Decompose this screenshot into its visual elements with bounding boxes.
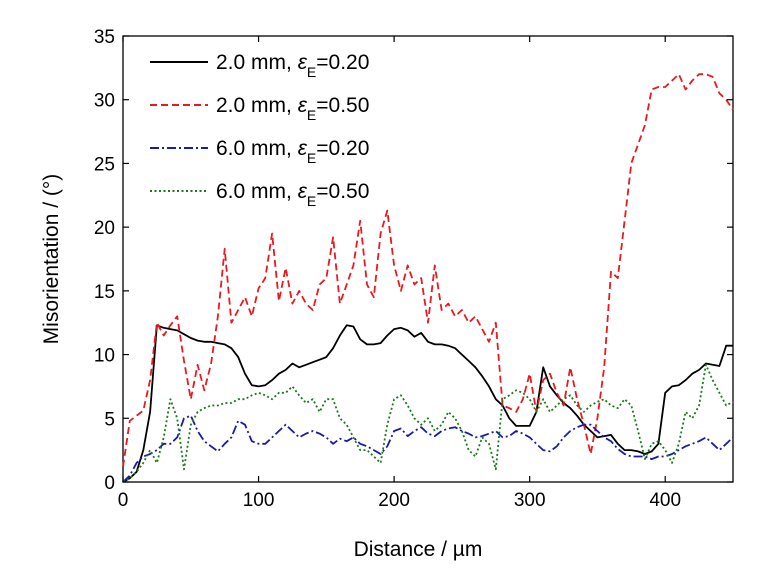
y-tick-label-4: 20 [94, 218, 115, 239]
legend-text-prefix: 2.0 mm, [216, 94, 298, 117]
legend-label-4: 6.0 mm, εE=0.50 [216, 180, 369, 209]
legend-text-var: ε [298, 94, 308, 117]
axes-layer: 0 100 200 300 400 0 5 10 15 20 25 30 35 [94, 27, 733, 511]
legend-text-var: ε [298, 180, 308, 203]
legend: 2.0 mm, εE=0.202.0 mm, εE=0.506.0 mm, εE… [150, 51, 369, 209]
legend-text-var: ε [298, 137, 308, 160]
series-line-1 [122, 324, 733, 483]
legend-text-prefix: 6.0 mm, [216, 180, 298, 203]
series-layer [122, 73, 734, 483]
legend-text-prefix: 6.0 mm, [216, 137, 298, 160]
legend-label-1: 2.0 mm, εE=0.20 [216, 51, 369, 80]
plot-area [122, 35, 734, 483]
y-axis-label: Misorientation / (°) [40, 174, 63, 345]
legend-text-suffix: =0.50 [316, 94, 369, 117]
y-tick-label-0: 0 [104, 473, 115, 494]
y-tick-label-2: 10 [94, 346, 115, 367]
x-tick-label-3: 300 [514, 490, 546, 511]
y-tick-label-6: 30 [94, 91, 115, 112]
legend-text-suffix: =0.20 [316, 51, 369, 74]
y-tick-label-5: 25 [94, 154, 115, 175]
y-tick-label-3: 15 [94, 282, 115, 303]
legend-label-3: 6.0 mm, εE=0.20 [216, 137, 369, 166]
y-tick-label-7: 35 [94, 27, 115, 48]
legend-text-sub: E [307, 150, 316, 166]
x-axis-label: Distance / µm [354, 538, 483, 561]
legend-label-2: 2.0 mm, εE=0.50 [216, 94, 369, 123]
series-line-3 [122, 414, 734, 483]
x-tick-label-0: 0 [118, 490, 129, 511]
legend-text-sub: E [307, 64, 316, 80]
legend-text-suffix: =0.50 [316, 180, 369, 203]
legend-text-suffix: =0.20 [316, 137, 369, 160]
x-tick-label-4: 400 [649, 490, 681, 511]
y-tick-label-1: 5 [104, 409, 115, 430]
legend-text-prefix: 2.0 mm, [216, 51, 298, 74]
legend-text-sub: E [307, 107, 316, 123]
legend-text-var: ε [298, 51, 308, 74]
series-line-4 [122, 363, 734, 483]
legend-text-sub: E [307, 193, 316, 209]
x-tick-label-2: 200 [378, 490, 410, 511]
x-tick-label-1: 100 [243, 490, 275, 511]
series-line-2 [122, 73, 734, 467]
